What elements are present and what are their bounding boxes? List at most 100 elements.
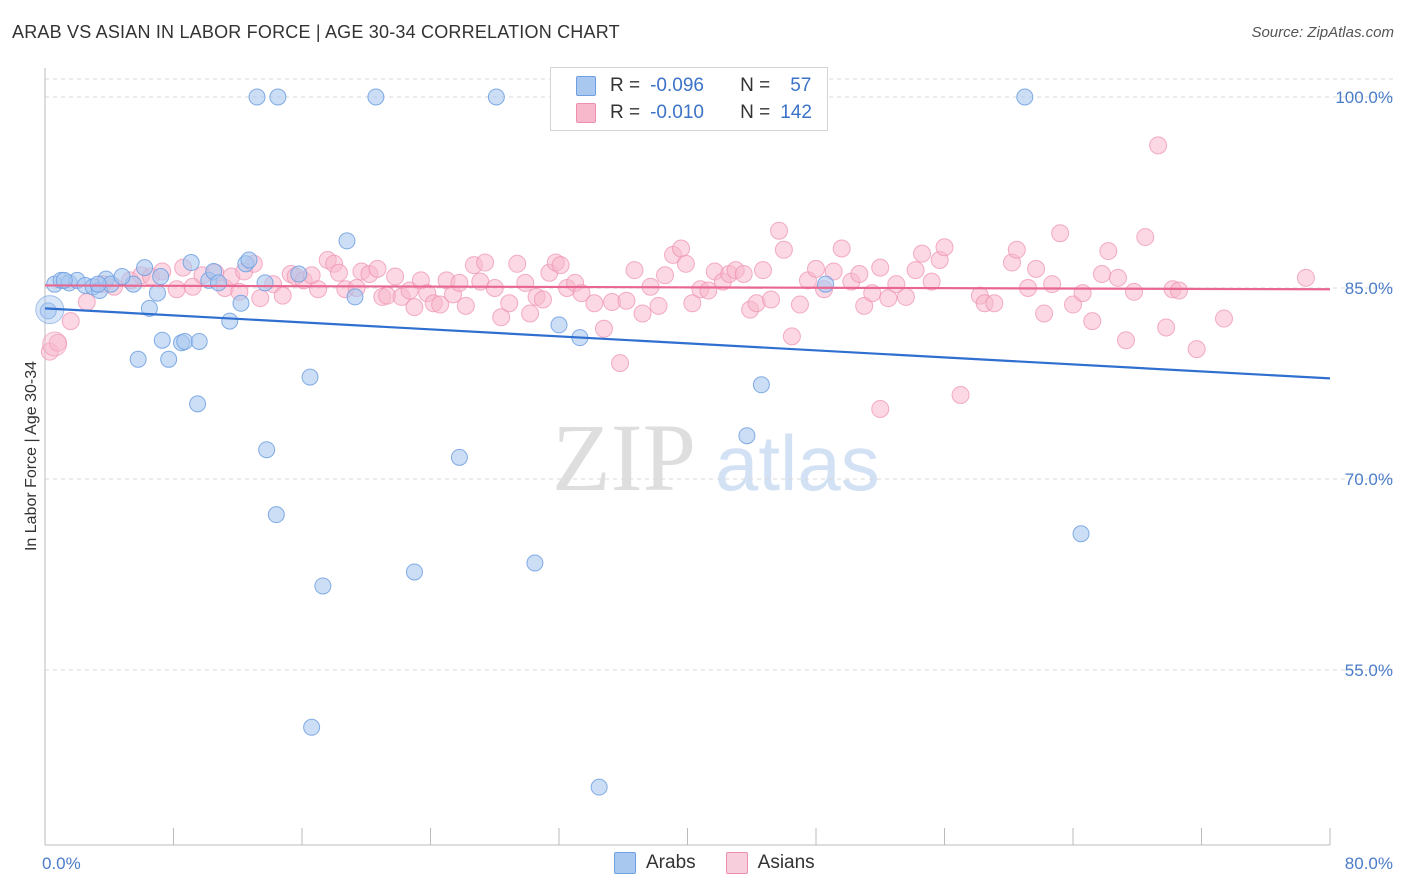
arabs-point	[148, 284, 166, 302]
asians-point	[1108, 268, 1127, 287]
asians-point	[273, 286, 292, 305]
asians-point	[871, 258, 890, 277]
arabs-r-value: -0.096	[650, 75, 704, 96]
asians-point	[386, 267, 405, 286]
asians-point	[1117, 331, 1136, 350]
arabs-point	[450, 448, 468, 466]
arabs-swatch-icon	[576, 76, 596, 96]
asians-point	[1170, 281, 1189, 300]
asians-point	[855, 296, 874, 315]
stats-legend: R = -0.096 N = 57 R = -0.010 N = 142	[550, 67, 828, 131]
asians-point	[1214, 309, 1233, 328]
arabs-point	[182, 254, 200, 272]
asians-point	[935, 238, 954, 257]
arabs-trend-line	[44, 307, 1331, 380]
arabs-point	[367, 88, 385, 106]
asians-point	[1083, 312, 1102, 331]
arabs-point	[153, 331, 171, 349]
arabs-point	[303, 718, 321, 736]
arabs-point	[136, 259, 154, 277]
asians-point	[594, 319, 613, 338]
asians-point	[1092, 264, 1111, 283]
asians-point	[734, 264, 753, 283]
arabs-point	[221, 312, 239, 330]
asians-point	[807, 259, 825, 278]
arabs-point	[267, 506, 285, 524]
asians-point	[617, 291, 636, 310]
asians-point	[782, 327, 801, 346]
asians-point	[832, 239, 851, 258]
arabs-point	[129, 350, 147, 368]
asians-point	[476, 253, 495, 272]
asians-point	[450, 273, 469, 292]
asians-point	[922, 272, 941, 291]
y-axis-title: In Labor Force | Age 30-34	[23, 361, 40, 551]
legend-item-asians: Asians	[725, 852, 815, 874]
asians-point	[405, 298, 424, 317]
arabs-point	[526, 554, 544, 572]
arabs-point	[338, 232, 356, 250]
asians-swatch-icon	[576, 103, 596, 123]
y-axis-label: In Labor Force | Age 30-34	[23, 361, 40, 551]
arabs-point	[301, 368, 319, 386]
asians-r-label: R =	[610, 102, 641, 123]
asians-point	[676, 254, 695, 273]
asians-point	[879, 289, 898, 308]
asians-point	[672, 239, 691, 258]
arabs-legend-label: Arabs	[646, 852, 696, 873]
asians-point	[1027, 259, 1046, 278]
arabs-point	[209, 274, 227, 292]
asians-point	[699, 281, 718, 300]
arabs-point	[140, 299, 158, 317]
arabs-point	[232, 294, 250, 312]
legend-row-arabs: R = -0.096 N = 57	[576, 73, 811, 99]
asians-point	[951, 385, 970, 404]
arabs-point	[1072, 525, 1090, 543]
arabs-point	[240, 251, 258, 269]
asians-r-value: -0.010	[650, 102, 704, 123]
arabs-point	[152, 268, 170, 286]
asians-point	[1043, 275, 1062, 294]
asians-points	[40, 136, 1315, 418]
y-tick-label: 70.0%	[1345, 470, 1393, 489]
asians-point	[1064, 295, 1082, 314]
x-tick-label: 80.0%	[1345, 854, 1393, 873]
asians-point	[633, 304, 652, 323]
asians-point	[456, 296, 475, 315]
asians-point	[77, 293, 96, 312]
asians-point	[329, 263, 348, 282]
arabs-point	[55, 271, 73, 289]
arabs-point	[346, 288, 364, 306]
asians-point	[368, 259, 387, 278]
asians-n-value: 142	[780, 102, 812, 123]
asians-point	[485, 279, 504, 297]
asians-point	[790, 295, 809, 314]
asians-point	[500, 294, 519, 313]
arabs-point	[89, 275, 107, 293]
asians-point	[533, 290, 552, 309]
asians-point	[1073, 284, 1092, 303]
asians-point	[492, 308, 511, 327]
asians-point	[985, 294, 1004, 313]
asians-point	[572, 284, 591, 303]
asians-point	[1149, 136, 1168, 155]
asians-point	[551, 256, 570, 275]
y-tick-label: 100.0%	[1335, 88, 1393, 107]
arabs-point	[487, 88, 505, 106]
arabs-point	[190, 332, 208, 350]
asians-point	[824, 262, 843, 281]
axes: 100.0% 85.0% 70.0% 55.0% 0.0% 80.0%	[42, 68, 1393, 873]
asians-point	[753, 261, 772, 280]
asians-point	[1007, 240, 1026, 259]
arabs-point	[590, 778, 608, 796]
trend-lines	[44, 284, 1331, 380]
arabs-point	[258, 441, 276, 459]
asians-point	[625, 261, 644, 280]
arabs-point	[290, 265, 308, 283]
asians-point	[521, 304, 540, 323]
arabs-point	[256, 274, 274, 292]
arabs-point	[817, 275, 835, 293]
asians-point	[649, 296, 668, 315]
asians-point	[1035, 304, 1054, 323]
